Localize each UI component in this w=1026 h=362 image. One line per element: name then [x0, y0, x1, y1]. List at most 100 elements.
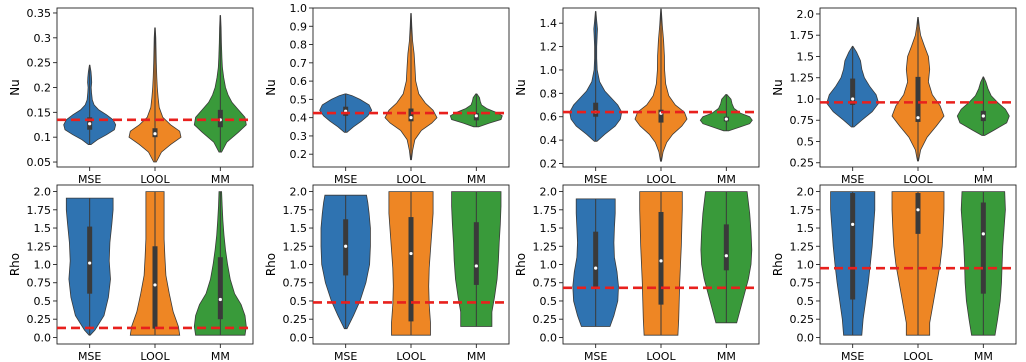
y-tick-label: 0.8: [540, 87, 558, 100]
iqr-box-lool: [915, 76, 921, 122]
y-tick-label: 0.2: [540, 157, 558, 170]
median-dot-mse: [851, 222, 855, 226]
subplot-5: 0.0 0.25 0.5 0.75 1.0 1.25 1.5 1.75 2.0 Rho MSE LOO…: [8, 184, 254, 362]
x-tick-label-lool: LOOL: [140, 350, 170, 362]
subplot-7: 0.0 0.25 0.5 0.75 1.0 1.25 1.5 1.75 2.0 Rho MSE LOO…: [514, 184, 760, 362]
x-tick-label-mse: MSE: [78, 173, 101, 186]
median-dot-mm: [474, 264, 478, 268]
y-tick-label: 1.0: [797, 93, 815, 106]
y-axis-label: Rho: [514, 253, 528, 276]
y-tick-label: 0.5: [290, 93, 308, 106]
y-tick-label: 0.3: [34, 32, 52, 45]
y-tick-label: 0.2: [34, 82, 52, 95]
median-dot-mm: [981, 114, 985, 118]
y-tick-label: 0.25: [27, 57, 52, 70]
x-tick-label-mse: MSE: [584, 173, 607, 186]
y-tick-label: 0.4: [290, 112, 308, 125]
x-tick-label-mm: MM: [211, 173, 230, 186]
y-tick-label: 0.1: [34, 131, 52, 144]
y-tick-label: 0.2: [290, 148, 308, 161]
y-axis-label: Nu: [264, 79, 278, 96]
x-tick-label-mse: MSE: [841, 173, 864, 186]
y-tick-label: 0.0: [34, 331, 52, 344]
x-tick-label-mse: MSE: [584, 350, 607, 362]
x-tick-label-mse: MSE: [334, 350, 357, 362]
median-dot-lool: [153, 283, 157, 287]
x-tick-label-mm: MM: [211, 350, 230, 362]
subplot-1: 0.05 0.1 0.15 0.2 0.25 0.3 0.35 Nu MSE LOOL MM: [8, 7, 254, 186]
median-dot-mse: [88, 122, 92, 126]
y-tick-label: 0.4: [540, 134, 558, 147]
y-tick-label: 1.0: [290, 259, 308, 272]
y-tick-label: 1.5: [540, 222, 558, 235]
x-tick-label-lool: LOOL: [396, 350, 426, 362]
iqr-box-mse: [87, 226, 93, 294]
iqr-box-mm: [473, 222, 479, 285]
y-tick-label: 0.25: [27, 313, 52, 326]
median-dot-mm: [981, 232, 985, 236]
iqr-box-lool: [152, 246, 158, 329]
y-tick-label: 1.75: [790, 29, 815, 42]
iqr-box-mm: [980, 202, 986, 294]
y-axis-label: Rho: [8, 253, 22, 276]
y-tick-label: 1.75: [283, 204, 308, 217]
x-tick-label-mse: MSE: [334, 173, 357, 186]
median-dot-lool: [659, 259, 663, 263]
y-tick-label: 1.25: [790, 72, 815, 85]
y-tick-label: 0.75: [283, 277, 308, 290]
subplot-8: 0.0 0.25 0.5 0.75 1.0 1.25 1.5 1.75 2.0 Rho MSE LOO…: [771, 184, 1017, 362]
x-tick-label-mm: MM: [467, 173, 486, 186]
x-tick-label-lool: LOOL: [396, 173, 426, 186]
y-tick-label: 1.5: [290, 222, 308, 235]
y-tick-label: 1.0: [797, 259, 815, 272]
iqr-box-mse: [593, 231, 599, 288]
x-tick-label-lool: LOOL: [646, 173, 676, 186]
median-dot-lool: [409, 116, 413, 120]
median-dot-mm: [724, 254, 728, 258]
y-tick-label: 0.25: [283, 313, 308, 326]
iqr-box-mse: [850, 78, 856, 105]
y-axis-label: Nu: [771, 79, 785, 96]
iqr-box-mm: [217, 257, 223, 320]
y-tick-label: 0.25: [790, 313, 815, 326]
y-tick-label: 0.75: [533, 277, 558, 290]
x-tick-label-mse: MSE: [78, 350, 101, 362]
median-dot-mse: [88, 261, 92, 265]
y-tick-label: 1.25: [790, 240, 815, 253]
x-tick-label-lool: LOOL: [903, 350, 933, 362]
x-tick-label-mm: MM: [974, 173, 993, 186]
y-axis-label: Nu: [8, 79, 22, 96]
y-tick-label: 1.75: [27, 204, 52, 217]
y-tick-label: 1.5: [797, 50, 815, 63]
y-tick-label: 1.2: [540, 41, 558, 54]
y-tick-label: 0.05: [27, 156, 52, 169]
median-dot-mse: [851, 97, 855, 101]
y-tick-label: 1.0: [290, 2, 308, 15]
median-dot-lool: [916, 116, 920, 120]
y-tick-label: 0.9: [290, 20, 308, 33]
y-tick-label: 2.0: [34, 186, 52, 199]
x-tick-label-lool: LOOL: [903, 173, 933, 186]
median-dot-lool: [409, 251, 413, 256]
iqr-box-mse: [593, 102, 599, 117]
y-tick-label: 1.5: [34, 222, 52, 235]
y-tick-label: 0.6: [290, 75, 308, 88]
y-axis-label: Nu: [514, 79, 528, 96]
y-tick-label: 0.7: [290, 57, 308, 70]
subplot-4: 0.25 0.5 0.75 1.0 1.25 1.5 1.75 2.0 Nu MSE LOOL MM: [771, 7, 1017, 186]
iqr-box-lool: [408, 108, 414, 122]
y-axis-label: Rho: [264, 253, 278, 276]
y-tick-label: 0.5: [797, 295, 815, 308]
iqr-box-lool: [658, 211, 664, 305]
y-tick-label: 2.0: [290, 186, 308, 199]
iqr-box-mm: [723, 224, 729, 271]
iqr-box-lool: [658, 109, 664, 123]
median-dot-lool: [153, 132, 157, 136]
iqr-box-mse: [850, 193, 856, 300]
subplot-6: 0.0 0.25 0.5 0.75 1.0 1.25 1.5 1.75 2.0 Rho MSE LOO…: [264, 184, 510, 362]
y-tick-label: 0.0: [290, 331, 308, 344]
median-dot-mse: [594, 266, 598, 270]
y-tick-label: 0.8: [290, 39, 308, 52]
iqr-box-lool: [408, 217, 414, 322]
